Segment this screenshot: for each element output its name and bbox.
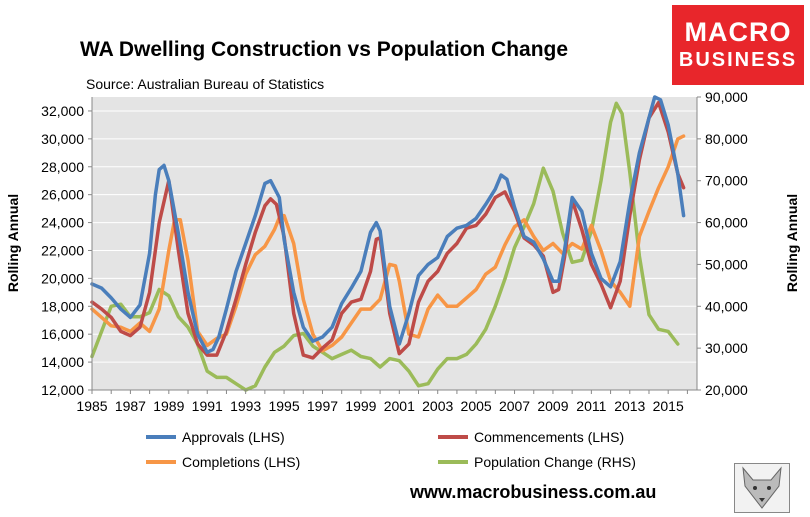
x-tick-label: 2001	[384, 398, 415, 414]
legend-label: Commencements (LHS)	[474, 429, 624, 445]
y-tick-label: 16,000	[41, 326, 84, 342]
y2-tick-label: 40,000	[705, 298, 748, 314]
y-tick-label: 22,000	[41, 242, 84, 258]
chart-source: Source: Australian Bureau of Statistics	[86, 76, 325, 92]
y-tick-label: 28,000	[41, 159, 84, 175]
x-tick-label: 2007	[499, 398, 530, 414]
plot-area	[92, 97, 697, 390]
y-tick-label: 12,000	[41, 382, 84, 398]
series-layer	[90, 95, 686, 392]
x-tick-label: 1989	[153, 398, 184, 414]
y-tick-label: 20,000	[41, 270, 84, 286]
x-tick-label: 2013	[614, 398, 645, 414]
x-tick-label: 1987	[115, 398, 146, 414]
chart-title: WA Dwelling Construction vs Population C…	[80, 38, 569, 61]
tick-labels: 12,000 14,000 16,000 18,000 20,000 22,000 24,0…	[41, 89, 748, 414]
y-tick-label: 24,000	[41, 215, 84, 231]
fox-logo-icon	[734, 463, 790, 513]
logo-line-1: MACRO	[684, 17, 792, 47]
series-line-approvals-lhs	[90, 95, 686, 355]
x-tick-label: 1997	[307, 398, 338, 414]
logo-line-2: BUSINESS	[678, 49, 798, 71]
x-tick-label: 1991	[192, 398, 223, 414]
legend-label: Completions (LHS)	[182, 454, 300, 470]
x-tick-label: 2015	[653, 398, 684, 414]
y-tick-label: 26,000	[41, 187, 84, 203]
y-tick-label: 32,000	[41, 103, 84, 119]
x-tick-label: 2003	[422, 398, 453, 414]
legend-label: Approvals (LHS)	[182, 429, 285, 445]
legend: Approvals (LHS) Commencements (LHS) Comple…	[146, 429, 636, 470]
y2-tick-label: 60,000	[705, 215, 748, 231]
x-tick-label: 2009	[537, 398, 568, 414]
macrobusiness-logo[interactable]: MACRO BUSINESS	[672, 5, 804, 85]
y2-tick-label: 30,000	[705, 340, 748, 356]
x-tick-label: 1985	[76, 398, 107, 414]
y2-tick-label: 90,000	[705, 89, 748, 105]
x-tick-label: 2011	[576, 398, 606, 414]
y2-tick-label: 50,000	[705, 256, 748, 272]
y-tick-label: 14,000	[41, 354, 84, 370]
x-tick-label: 1993	[230, 398, 261, 414]
y2-tick-label: 80,000	[705, 131, 748, 147]
y2-tick-label: 20,000	[705, 382, 748, 398]
x-tick-label: 1995	[268, 398, 299, 414]
axes	[91, 97, 698, 391]
y-tick-label: 18,000	[41, 298, 84, 314]
legend-label: Population Change (RHS)	[474, 454, 636, 470]
y2-tick-label: 70,000	[705, 173, 748, 189]
y-axis-label-right: Rolling Annual	[784, 194, 800, 292]
y-axis-label-left: Rolling Annual	[5, 194, 21, 292]
footer-url[interactable]: www.macrobusiness.com.au	[410, 482, 657, 502]
x-tick-label: 2005	[461, 398, 492, 414]
x-tick-label: 1999	[345, 398, 376, 414]
y-tick-label: 30,000	[41, 131, 84, 147]
